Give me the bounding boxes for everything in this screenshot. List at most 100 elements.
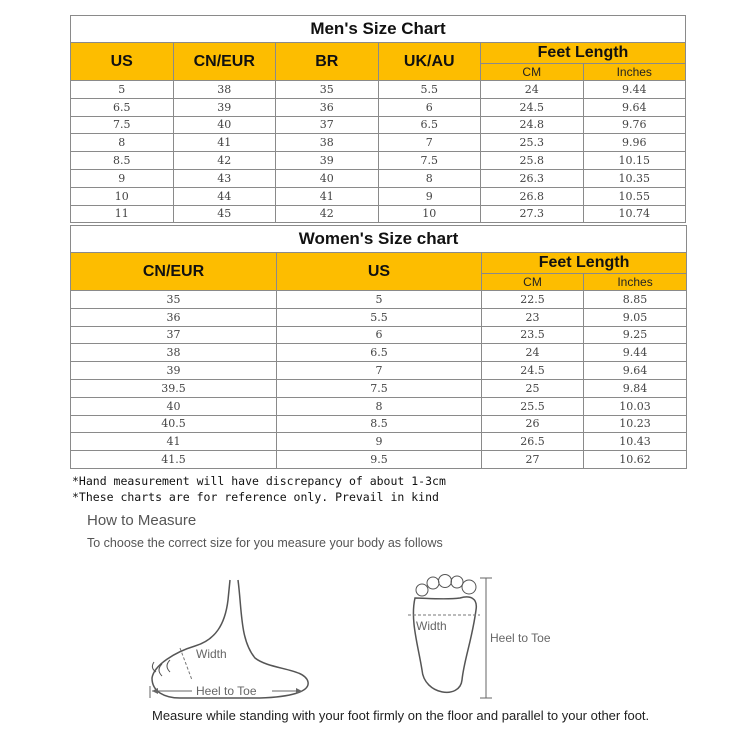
table-cell: 24 xyxy=(480,80,584,99)
table-cell: 6.5 xyxy=(70,97,174,117)
table-cell: 9.05 xyxy=(582,307,688,327)
womens-chart-title: Women's Size chart xyxy=(69,225,688,253)
table-cell: 27 xyxy=(481,450,584,469)
table-cell: 38 xyxy=(172,80,276,99)
table-cell: 10 xyxy=(377,204,481,224)
note-discrepancy: *Hand measurement will have discrepancy … xyxy=(72,474,446,488)
col-uk-au: UK/AU xyxy=(377,42,481,81)
table-cell: 9 xyxy=(70,168,174,188)
table-cell: 24 xyxy=(481,343,584,363)
table-cell: 10.55 xyxy=(582,186,686,206)
table-cell: 35 xyxy=(70,290,277,309)
table-cell: 10.43 xyxy=(582,432,688,452)
table-cell: 9.44 xyxy=(582,80,686,99)
table-cell: 9.25 xyxy=(582,325,688,345)
table-cell: 9 xyxy=(377,186,481,206)
table-cell: 5.5 xyxy=(377,80,481,99)
womens-size-chart: Women's Size chart CN/EUR US Feet Length… xyxy=(69,225,688,469)
table-cell: 10.03 xyxy=(582,396,688,416)
top-width-label: Width xyxy=(416,619,447,633)
table-cell: 9.64 xyxy=(582,361,688,380)
table-cell: 10.15 xyxy=(582,151,686,170)
table-row: 8.5 42 39 7.5 25.8 10.15 xyxy=(70,151,686,170)
side-width-label: Width xyxy=(196,647,227,661)
col-inches: Inches xyxy=(582,63,686,81)
how-to-measure-subtitle: To choose the correct size for you measu… xyxy=(87,536,443,550)
table-cell: 37 xyxy=(70,325,277,345)
table-cell: 25 xyxy=(481,378,584,398)
col-feet-length: Feet Length xyxy=(480,42,686,64)
table-row: 40.5 8.5 26 10.23 xyxy=(70,414,688,434)
table-cell: 7.5 xyxy=(70,115,174,135)
table-cell: 9.5 xyxy=(276,450,482,469)
table-cell: 9.76 xyxy=(582,115,686,135)
table-cell: 9.64 xyxy=(582,97,686,117)
table-cell: 23.5 xyxy=(481,325,584,345)
side-foot-illustration: Width Heel to Toe xyxy=(149,579,309,699)
table-cell: 26 xyxy=(481,414,584,434)
col-feet-length: Feet Length xyxy=(480,252,688,274)
table-cell: 40 xyxy=(275,168,379,188)
table-cell: 41.5 xyxy=(70,450,277,469)
table-cell: 10.62 xyxy=(582,450,688,469)
table-cell: 44 xyxy=(172,186,276,206)
col-cn-eur: CN/EUR xyxy=(172,42,276,81)
table-row: 9 43 40 8 26.3 10.35 xyxy=(70,168,686,188)
mens-size-chart: Men's Size Chart US CN/EUR BR UK/AU Feet… xyxy=(70,15,686,224)
table-row: 38 6.5 24 9.44 xyxy=(70,343,688,363)
table-cell: 5 xyxy=(276,290,482,309)
table-cell: 24.5 xyxy=(480,97,584,117)
table-cell: 10 xyxy=(70,186,174,206)
table-cell: 10.74 xyxy=(582,204,686,224)
table-cell: 10.35 xyxy=(582,168,686,188)
col-cm: CM xyxy=(480,63,584,81)
table-row: 11 45 42 10 27.3 10.74 xyxy=(70,204,686,224)
table-cell: 8 xyxy=(276,396,482,416)
table-cell: 8.5 xyxy=(276,414,482,434)
table-cell: 25.3 xyxy=(480,133,584,153)
table-cell: 10.23 xyxy=(582,414,688,434)
table-cell: 41 xyxy=(70,432,277,452)
table-row: 10 44 41 9 26.8 10.55 xyxy=(70,186,686,206)
table-cell: 26.3 xyxy=(480,168,584,188)
table-row: 7.5 40 37 6.5 24.8 9.76 xyxy=(70,115,686,135)
table-cell: 9 xyxy=(276,432,482,452)
table-row: 40 8 25.5 10.03 xyxy=(70,396,688,416)
table-cell: 9.44 xyxy=(582,343,688,363)
table-row: 8 41 38 7 25.3 9.96 xyxy=(70,133,686,153)
table-cell: 6 xyxy=(377,97,481,117)
top-heel-label: Heel to Toe xyxy=(490,631,551,645)
table-row: 41.5 9.5 27 10.62 xyxy=(70,450,688,469)
table-cell: 40 xyxy=(172,115,276,135)
table-row: 36 5.5 23 9.05 xyxy=(70,307,688,327)
table-cell: 9.96 xyxy=(582,133,686,153)
table-cell: 41 xyxy=(275,186,379,206)
note-reference: *These charts are for reference only. Pr… xyxy=(72,490,439,504)
table-cell: 8 xyxy=(70,133,174,153)
col-cm: CM xyxy=(481,273,584,291)
table-cell: 24.5 xyxy=(481,361,584,380)
side-heel-label: Heel to Toe xyxy=(196,684,257,698)
table-cell: 7 xyxy=(276,361,482,380)
table-cell: 8.5 xyxy=(70,151,174,170)
table-cell: 6 xyxy=(276,325,482,345)
col-us: US xyxy=(70,42,174,81)
table-cell: 42 xyxy=(172,151,276,170)
table-cell: 23 xyxy=(481,307,584,327)
col-cn-eur: CN/EUR xyxy=(70,252,277,291)
how-to-measure-title: How to Measure xyxy=(87,512,197,529)
table-cell: 26.8 xyxy=(480,186,584,206)
table-row: 5 38 35 5.5 24 9.44 xyxy=(70,80,686,99)
table-cell: 8 xyxy=(377,168,481,188)
table-cell: 7.5 xyxy=(276,378,482,398)
col-br: BR xyxy=(275,42,379,81)
measure-caption: Measure while standing with your foot fi… xyxy=(152,708,650,723)
table-row: 35 5 22.5 8.85 xyxy=(70,290,688,309)
table-cell: 26.5 xyxy=(481,432,584,452)
table-cell: 37 xyxy=(275,115,379,135)
table-row: 37 6 23.5 9.25 xyxy=(70,325,688,345)
top-foot-illustration: Width Heel to Toe xyxy=(408,574,551,699)
table-cell: 42 xyxy=(275,204,379,224)
table-cell: 7 xyxy=(377,133,481,153)
table-cell: 27.3 xyxy=(480,204,584,224)
